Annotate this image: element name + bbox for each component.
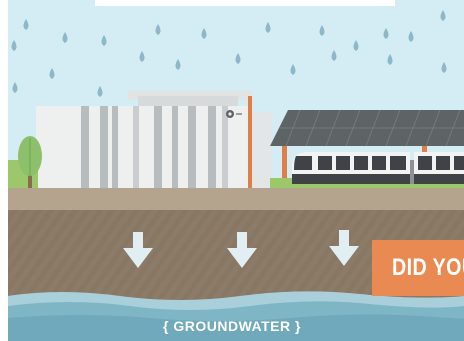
raindrop-icon [12,82,18,93]
raindrop-icon [387,54,393,65]
raindrop-icon [175,59,181,70]
raindrop-icon [49,68,55,79]
rain [11,10,447,97]
groundwater-label: { GROUNDWATER } [163,318,301,334]
raindrop-icon [331,50,337,61]
building [36,90,272,188]
ground-surface [8,188,464,210]
infiltration-arrows [123,230,359,268]
raindrop-icon [319,25,325,36]
arrow-down-icon [123,232,153,268]
raindrop-icon [62,32,68,43]
raindrop-icon [97,86,103,97]
train [292,152,464,184]
did-you-know-callout: DID YOU [372,240,464,296]
station [248,96,464,190]
groundwater-layer [8,291,464,341]
top-banner [95,0,395,6]
callout-label: DID YOU [392,254,464,281]
raindrop-icon [440,10,446,21]
raindrop-icon [23,19,29,30]
raindrop-icon [101,35,107,46]
raindrop-icon [408,31,414,42]
raindrop-icon [139,51,145,62]
arrow-down-icon [329,230,359,266]
raindrop-icon [290,64,296,75]
tree-icon [18,136,42,188]
raindrop-icon [441,62,447,73]
raindrop-icon [383,28,389,39]
raindrop-icon [265,22,271,33]
circle-logo-icon [226,110,242,118]
arrow-down-icon [227,232,257,268]
raindrop-icon [201,28,207,39]
left-margin [0,0,8,341]
raindrop-icon [235,53,241,64]
raindrop-icon [11,40,17,51]
raindrop-icon [353,40,359,51]
raindrop-icon [155,24,161,35]
